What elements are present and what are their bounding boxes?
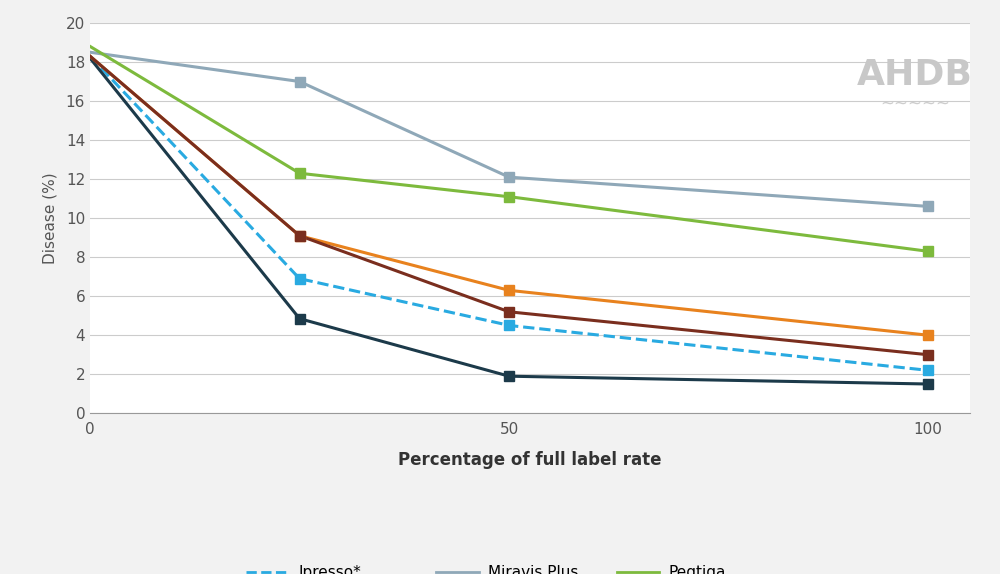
Text: ~~~~~: ~~~~~ bbox=[880, 94, 950, 113]
Text: AHDB: AHDB bbox=[857, 57, 973, 92]
Y-axis label: Disease (%): Disease (%) bbox=[42, 172, 57, 264]
X-axis label: Percentage of full label rate: Percentage of full label rate bbox=[398, 451, 662, 468]
Legend: Ipresso*, Revystar XE*, Miravis Plus, Myresa, Peqtiga, Vimoy: Ipresso*, Revystar XE*, Miravis Plus, My… bbox=[240, 559, 732, 574]
